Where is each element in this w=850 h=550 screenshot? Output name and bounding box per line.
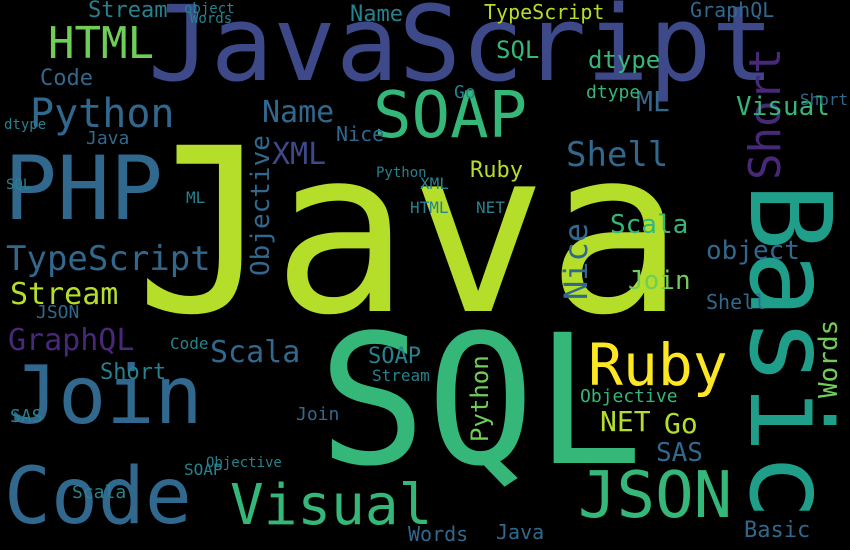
word-html-small: HTML [410, 198, 449, 217]
word-ml: ML [636, 85, 670, 118]
word-ruby-2: Ruby [470, 158, 523, 183]
word-typescript: TypeScript [6, 239, 211, 279]
word-nice-small: Nice [336, 122, 385, 146]
word-words-2: Words [408, 522, 469, 546]
word-join-large: Join [10, 349, 203, 442]
word-python: Python [30, 91, 175, 137]
word-java-large: Java [135, 99, 685, 365]
word-typescript-small: TypeScript [484, 0, 605, 24]
word-visual-2: Visual [736, 92, 830, 122]
word-json-large: JSON [578, 459, 733, 533]
word-soap-2: SOAP [368, 344, 421, 369]
word-javascript-large: JavaScript [148, 0, 775, 105]
word-python-small: Python [376, 165, 427, 181]
word-object-small: object [184, 1, 235, 17]
word-words-vertical: Words [814, 319, 844, 398]
word-graphql-small: GraphQL [690, 0, 775, 22]
word-sas: SAS [656, 438, 703, 468]
word-words-small: Words [190, 11, 233, 27]
word-code-2: Code [40, 66, 93, 91]
word-ruby-large: Ruby [588, 331, 728, 399]
word-join-2: Join [628, 266, 691, 296]
word-shell: Shell [566, 135, 669, 175]
word-go-small: Go [454, 82, 476, 103]
word-scala-small: Scala [72, 482, 127, 503]
word-python-2: Python [466, 355, 494, 442]
word-shell-small: Shell [706, 290, 767, 314]
word-short-small: Short [800, 90, 849, 109]
word-visual-large: Visual [230, 473, 433, 538]
word-json-small: JSON [36, 302, 80, 323]
word-xml: XML [272, 137, 327, 172]
word-dtype-small: dtype [4, 117, 47, 133]
word-stream-2: Stream [88, 0, 168, 23]
word-nice-vertical: Nice [557, 222, 595, 300]
word-short-2: Short [100, 360, 167, 385]
word-xml-small: XML [420, 174, 449, 193]
word-graphql: GraphQL [8, 323, 135, 358]
word-name: Name [262, 95, 335, 130]
word-java-2: Java [496, 520, 545, 544]
word-net: NET [600, 405, 651, 438]
word-net-small: NET [476, 198, 505, 217]
word-code-small: Code [170, 334, 209, 353]
word-dtype-2: dtype [586, 82, 641, 103]
word-code-large: Code [4, 452, 192, 542]
word-join-small: Join [296, 404, 340, 425]
word-sas-small: SAS [10, 406, 43, 427]
word-php-large: PHP [4, 137, 163, 240]
word-basic-2: Basic [744, 518, 811, 543]
word-java-small: Java [86, 128, 130, 149]
word-stream: Stream [10, 277, 119, 312]
word-html: HTML [48, 18, 154, 69]
word-ml-small: ML [186, 188, 206, 207]
word-sql-2: SQL [496, 36, 540, 64]
word-name-2: Name [350, 2, 403, 27]
word-objective-small-2: Objective [206, 455, 282, 471]
word-scala: Scala [210, 335, 301, 370]
word-dtype: dtype [588, 46, 661, 74]
word-soap-small: SOAP [184, 460, 223, 479]
word-sql-small: SQL [6, 177, 32, 193]
word-scala-2: Scala [610, 210, 689, 240]
word-object: object [706, 236, 800, 266]
word-soap-large: SOAP [373, 79, 528, 153]
word-sql-large: SQL [318, 297, 644, 506]
word-go: Go [664, 407, 698, 440]
word-objective-vertical: Objective [246, 135, 276, 276]
word-objective-small: Objective [580, 386, 678, 407]
word-stream-small: Stream [372, 366, 430, 385]
